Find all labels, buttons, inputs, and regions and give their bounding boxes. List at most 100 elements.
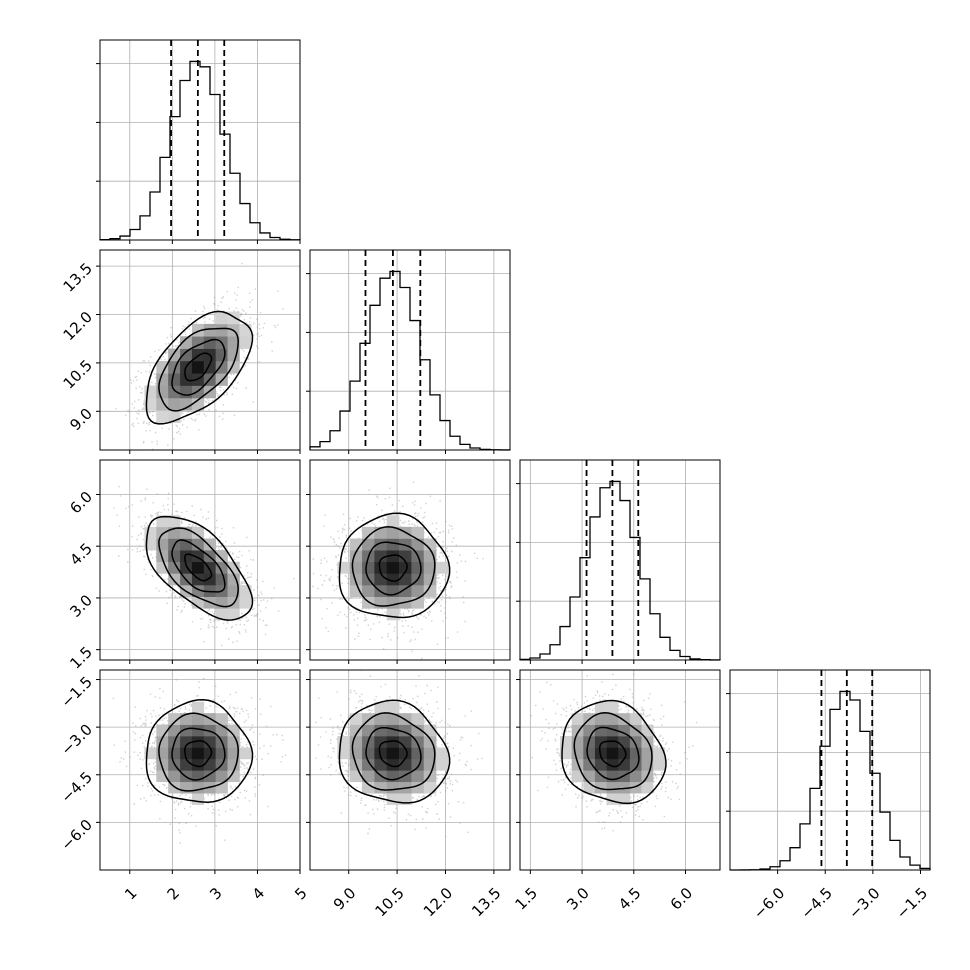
density-cell: [168, 526, 181, 539]
x-tick-label-2-3: 6.0: [667, 884, 697, 914]
density-cell: [215, 770, 228, 783]
density-cell: [215, 724, 228, 737]
density-cell: [594, 713, 607, 725]
density-cell: [399, 550, 412, 563]
density-cell: [362, 770, 375, 783]
density-cell: [362, 747, 375, 760]
panel-frame: [309, 459, 511, 661]
y-tick-label-2-0: 1.5: [66, 643, 96, 673]
density-cell: [180, 385, 193, 399]
density-cell: [641, 724, 654, 737]
density-cell: [191, 713, 205, 725]
density-cell: [386, 724, 400, 737]
density-cell: [411, 736, 425, 748]
density-cell: [411, 758, 425, 771]
density-cell: [594, 781, 607, 794]
panel-frame: [309, 249, 511, 451]
density-cell: [606, 713, 619, 725]
density-cell: [583, 781, 596, 794]
density-cell: [191, 360, 205, 374]
density-cell: [411, 561, 425, 574]
density-cell: [349, 747, 363, 760]
density-cell: [653, 758, 666, 771]
density-cell: [386, 713, 400, 725]
density-cell: [156, 561, 169, 574]
panel-0-0: [96, 39, 301, 244]
x-tick-label-3-0: −6.0: [750, 884, 788, 922]
histogram-1: [309, 270, 511, 451]
density-cell: [629, 736, 642, 748]
density-cell: [618, 736, 631, 748]
density-cell: [386, 515, 400, 528]
density-cell: [191, 397, 205, 411]
histogram-3: [729, 690, 931, 871]
x-tick-label-0-1: 2: [164, 884, 183, 903]
panel-frame: [519, 669, 721, 871]
panel-2-2: [516, 459, 721, 664]
contour-1-0-2: [158, 327, 239, 412]
density-cell: [215, 311, 228, 325]
density-cell: [156, 724, 169, 737]
density-cell: [423, 538, 437, 551]
density-cell: [156, 747, 169, 760]
density-cell: [349, 770, 363, 783]
density-cell: [156, 515, 169, 528]
contour-2-1-2: [351, 526, 436, 607]
density-cell: [203, 724, 216, 737]
density-cell: [156, 385, 169, 399]
panel-2-0: 1.5 3.0 4.5 6.0: [66, 459, 301, 673]
density-cell: [337, 736, 351, 748]
density-cell: [227, 608, 240, 621]
density-cell: [411, 781, 425, 794]
density-cell: [227, 311, 240, 325]
density-cell: [411, 526, 425, 539]
density-cell: [227, 747, 240, 760]
x-tick-label-3-3: −1.5: [893, 884, 931, 922]
density-cell: [606, 701, 619, 714]
density-cell: [362, 758, 375, 771]
density-cell: [168, 515, 181, 528]
density-cell: [386, 608, 400, 621]
density-cell: [191, 585, 205, 597]
density-cell: [191, 573, 205, 586]
density-cell: [411, 770, 425, 783]
density-cell: [362, 585, 375, 597]
contour-3-1-2: [351, 712, 436, 791]
y-tick-label-1-1: 10.5: [60, 356, 96, 392]
density-cell: [583, 747, 596, 760]
density-cell: [374, 724, 388, 737]
density-cell: [629, 770, 642, 783]
density-cell: [191, 724, 205, 737]
density-cell: [629, 758, 642, 771]
x-tick-label-2-0: 1.5: [511, 884, 541, 914]
density-cell: [606, 770, 619, 783]
density-cell: [629, 747, 642, 760]
density-cell: [436, 561, 449, 574]
density-cell: [583, 758, 596, 771]
density-cell: [203, 747, 216, 760]
y-tick-label-3-2: −3.0: [58, 720, 96, 758]
y-tick-label-1-0: 9.0: [66, 405, 96, 435]
density-cell: [606, 736, 619, 748]
density-cell: [423, 573, 437, 586]
density-cell: [227, 336, 240, 349]
x-tick-label-1-1: 10.5: [371, 884, 407, 920]
y-tick-label-1-3: 13.5: [60, 259, 96, 295]
panel-2-1: [306, 459, 511, 664]
density-cell: [641, 758, 654, 771]
density-cell: [227, 573, 240, 586]
density-cell: [227, 770, 240, 783]
density-cell: [168, 561, 181, 574]
density-cell: [191, 758, 205, 771]
density-cell: [180, 550, 193, 563]
contour-1-0-3: [145, 310, 254, 425]
density-cell: [618, 758, 631, 771]
density-cell: [594, 736, 607, 748]
contour-3-0-2: [158, 712, 239, 792]
density-cell: [653, 747, 666, 760]
x-tick-label-3-2: −3.0: [845, 884, 883, 922]
density-cell: [399, 758, 412, 771]
density-cell: [168, 573, 181, 586]
density-cell: [583, 770, 596, 783]
contour-3-0-0: [184, 740, 213, 768]
